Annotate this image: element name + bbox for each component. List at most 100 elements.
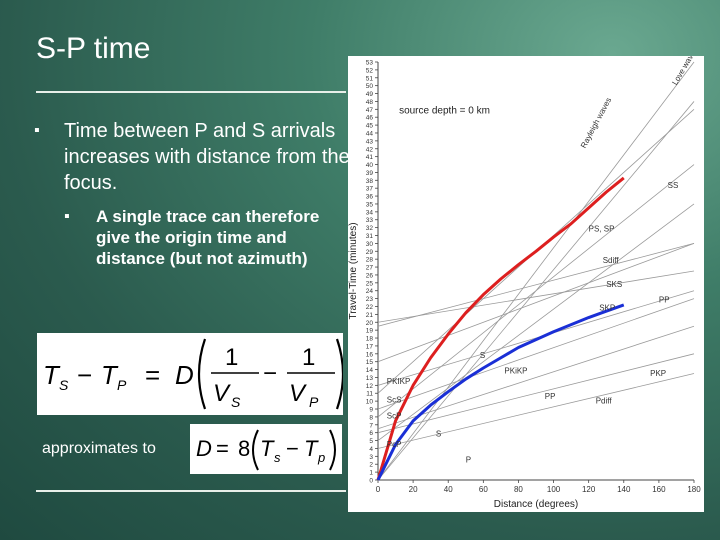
y-tick-label: 49 (366, 91, 374, 98)
phase-label: Pdiff (596, 396, 613, 405)
eq2-minus: − (286, 436, 299, 461)
y-tick-label: 40 (366, 162, 374, 169)
y-tick-label: 12 (366, 383, 374, 390)
y-tick-label: 30 (366, 241, 374, 248)
y-tick-label: 34 (366, 209, 374, 216)
y-tick-label: 46 (366, 115, 374, 122)
eq-Ts: T (43, 360, 61, 390)
x-tick-label: 20 (409, 485, 418, 494)
eq2-Tp: T (304, 436, 319, 461)
x-tick-label: 120 (582, 485, 596, 494)
eq-Ts-sub: S (59, 377, 69, 393)
phase-label: SKS (606, 280, 622, 289)
travel-time-chart: 0 1 2 3 4 5 6 7 8 9 10 11 12 13 14 15 16 17 18 19 20 21 22 23 24… (348, 46, 704, 512)
phase-label: SKP (599, 303, 615, 312)
x-tick-label: 40 (444, 485, 453, 494)
y-tick-label: 4 (369, 446, 373, 453)
x-tick-label: 0 (376, 485, 381, 494)
phase-label: Sdiff (603, 256, 620, 265)
y-tick-label: 39 (366, 170, 374, 177)
eq-num2: 1 (302, 344, 315, 371)
y-tick-label: 41 (366, 154, 374, 161)
y-tick-label: 26 (366, 272, 374, 279)
phase-curve (377, 203, 695, 441)
y-tick-label: 53 (366, 60, 374, 67)
eq-Tp-sub: P (117, 377, 127, 393)
distance-equation: D = 8 T s − T p (190, 424, 342, 474)
eq-Vp: V (289, 380, 307, 407)
title-underline (36, 91, 346, 93)
y-tick-label: 20 (366, 320, 374, 327)
phase-label: ScP (387, 411, 402, 420)
phase-label: Love waves (670, 56, 699, 87)
y-tick-label: 14 (366, 367, 374, 374)
phase-curve (377, 353, 695, 434)
phase-curve (377, 298, 695, 410)
y-tick-label: 13 (366, 375, 374, 382)
eq-Vs-sub: S (231, 394, 241, 410)
phase-label: PKiKP (504, 367, 527, 376)
phase-curve (377, 325, 695, 430)
eq-Tp: T (101, 360, 119, 390)
y-tick-label: 5 (369, 438, 373, 445)
y-tick-label: 31 (366, 233, 374, 240)
y-tick-label: 27 (366, 265, 374, 272)
y-tick-label: 19 (366, 328, 374, 335)
y-tick-label: 43 (366, 138, 374, 145)
y-tick-label: 44 (366, 130, 374, 137)
y-tick-label: 21 (366, 312, 374, 319)
eq-D: D (175, 360, 194, 390)
eq2-Tp-sub: p (317, 450, 325, 465)
phase-label: PP (545, 392, 556, 401)
y-tick-label: 50 (366, 83, 374, 90)
y-tick-label: 1 (369, 470, 373, 477)
series-p-curve (376, 303, 625, 481)
x-tick-label: 180 (687, 485, 701, 494)
y-tick-label: 52 (366, 67, 374, 74)
phase-label: ScS (387, 396, 402, 405)
y-tick-label: 15 (366, 359, 374, 366)
eq2-Ts: T (260, 436, 275, 461)
y-tick-label: 3 (369, 454, 373, 461)
x-tick-label: 100 (547, 485, 561, 494)
bullet-level2-text: A single trace can therefore give the or… (96, 207, 320, 268)
y-tick-label: 25 (366, 280, 374, 287)
phase-label: S (436, 430, 441, 439)
y-tick-label: 48 (366, 99, 374, 106)
y-tick-label: 2 (369, 462, 373, 469)
y-tick-label: 38 (366, 178, 374, 185)
y-tick-label: 9 (369, 407, 373, 414)
x-tick-label: 80 (514, 485, 523, 494)
y-tick-label: 45 (366, 123, 374, 130)
y-tick-label: 29 (366, 249, 374, 256)
y-tick-label: 47 (366, 107, 374, 114)
y-tick-label: 18 (366, 336, 374, 343)
eq2-Ts-sub: s (274, 450, 281, 465)
y-tick-label: 7 (369, 422, 373, 429)
y-axis-label: Travel-Time (minutes) (348, 222, 359, 319)
y-tick-label: 22 (366, 304, 374, 311)
y-tick-label: 32 (366, 225, 374, 232)
y-tick-label: 24 (366, 288, 374, 295)
phase-curve (377, 243, 695, 363)
phase-curve (377, 164, 695, 418)
y-tick-label: 23 (366, 296, 374, 303)
y-tick-label: 51 (366, 75, 374, 82)
eq-minus: − (77, 360, 92, 390)
eq-equals: = (145, 360, 160, 390)
phase-label: S (480, 351, 485, 360)
square-bullet-icon: ▪ (34, 122, 40, 139)
y-tick-label: 28 (366, 257, 374, 264)
phase-label: SS (668, 181, 679, 190)
eq2-equals: = (216, 436, 229, 461)
y-tick-label: 10 (366, 399, 374, 406)
chart-title: source depth = 0 km (399, 105, 490, 116)
phase-label: P (466, 456, 471, 465)
bullet-level1-text: Time between P and S arrivals increases … (64, 120, 350, 194)
phase-label: PKP (650, 369, 666, 378)
y-tick-label: 36 (366, 194, 374, 201)
y-tick-label: 8 (369, 414, 373, 421)
eq2-eight: 8 (238, 436, 250, 461)
series-s-curve (376, 176, 625, 481)
sp-time-equation: T S − T P = D 1 V S − 1 V P (37, 333, 345, 415)
